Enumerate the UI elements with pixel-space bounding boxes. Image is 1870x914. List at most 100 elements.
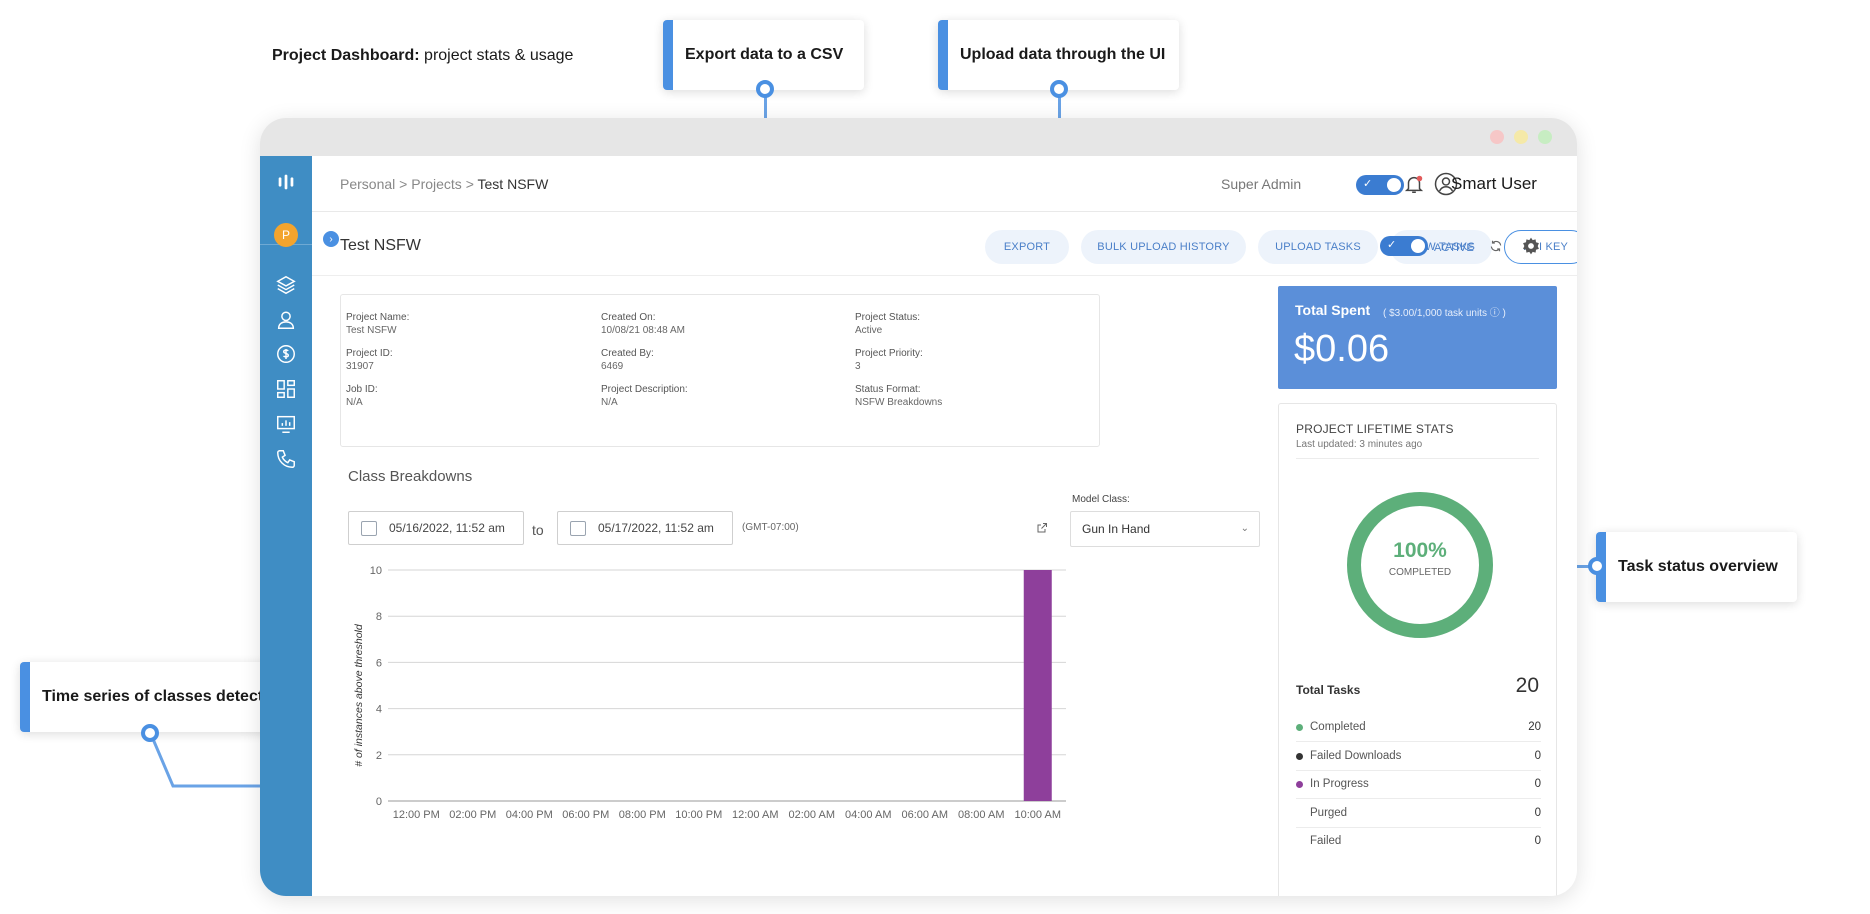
window-maximize-dot[interactable]	[1538, 130, 1552, 144]
super-admin-label: Super Admin	[1221, 176, 1302, 192]
refresh-icon[interactable]	[1489, 239, 1503, 253]
open-external-icon[interactable]	[1036, 522, 1048, 534]
chevron-down-icon: ⌄	[1240, 523, 1249, 534]
user-icon[interactable]	[274, 308, 298, 332]
layers-icon[interactable]	[274, 273, 298, 297]
user-avatar-icon[interactable]	[1434, 172, 1458, 196]
project-info-panel: Project Name: Test NSFW Created On: 10/0…	[340, 294, 1100, 447]
class-breakdown-chart: 0 2 4 6 8 10 12:00 PM 02:00 PM 04:00 PM 06:00 PM 0…	[353, 565, 1066, 821]
breadcrumb-separator: >	[461, 176, 478, 192]
job-id-label: Job ID:	[346, 384, 378, 395]
y-tick-label: 0	[376, 796, 382, 808]
lifetime-stats-panel: PROJECT LIFETIME STATS Last updated: 3 m…	[1278, 403, 1557, 896]
x-tick-label: 10:00 PM	[675, 809, 722, 821]
created-by-label: Created By:	[601, 348, 654, 359]
stat-label: Failed Downloads	[1310, 749, 1402, 762]
created-on-value: 10/08/21 08:48 AM	[601, 325, 685, 336]
settings-gear-icon[interactable]	[1521, 236, 1541, 256]
monitor-chart-icon[interactable]	[274, 412, 298, 436]
completion-ring	[1347, 492, 1493, 638]
user-name[interactable]: Smart User	[1451, 174, 1537, 193]
x-tick-label: 06:00 PM	[562, 809, 609, 821]
callout-upload-pin	[1050, 80, 1068, 98]
x-tick-label: 04:00 PM	[506, 809, 553, 821]
callout-export: Export data to a CSV	[663, 20, 864, 90]
status-format-value: NSFW Breakdowns	[855, 397, 943, 408]
breadcrumb-personal[interactable]: Personal	[340, 176, 396, 192]
chart-bar	[1023, 570, 1052, 801]
start-date-picker[interactable]: 05/16/2022, 11:52 am	[348, 511, 524, 545]
bulk-upload-history-button[interactable]: BULK UPLOAD HISTORY	[1081, 230, 1246, 264]
super-admin-toggle[interactable]: ✓	[1356, 175, 1404, 195]
active-label: ACTIVE	[1434, 242, 1474, 254]
completion-label: COMPLETED	[1388, 567, 1452, 578]
logo-icon[interactable]	[274, 170, 298, 194]
billing-icon[interactable]	[274, 342, 298, 366]
x-tick-label: 10:00 AM	[1015, 809, 1061, 821]
class-breakdowns-title: Class Breakdowns	[348, 468, 473, 485]
sidebar: P	[260, 156, 312, 896]
callout-time-series-pin	[141, 724, 159, 742]
project-status-value: Active	[855, 325, 883, 336]
project-avatar[interactable]: P	[274, 223, 298, 247]
total-spent-unit: ( $3.00/1,000 task units ⓘ )	[1383, 308, 1506, 319]
dashboard-icon[interactable]	[274, 377, 298, 401]
completion-percent: 100%	[1393, 539, 1447, 562]
notification-bell-icon[interactable]	[1403, 173, 1425, 195]
model-class-label: Model Class:	[1072, 494, 1130, 505]
y-tick-label: 6	[376, 657, 382, 669]
model-class-select[interactable]: Gun In Hand ⌄	[1070, 511, 1260, 547]
calendar-icon	[361, 521, 377, 536]
phone-icon[interactable]	[274, 447, 298, 471]
callout-task-status-pin	[1588, 557, 1606, 575]
divider	[1296, 458, 1539, 459]
check-icon: ✓	[1387, 239, 1397, 251]
total-spent-title: Total Spent	[1295, 302, 1371, 318]
x-tick-label: 06:00 AM	[902, 809, 948, 821]
stat-row: Failed 0	[1296, 828, 1541, 856]
project-status-label: Project Status:	[855, 312, 921, 323]
export-button[interactable]: EXPORT	[985, 230, 1069, 264]
stat-label: Failed	[1310, 835, 1342, 847]
stat-label: In Progress	[1310, 778, 1369, 790]
x-tick-label: 08:00 PM	[619, 809, 666, 821]
x-tick-label: 04:00 AM	[845, 809, 891, 821]
callout-time-series: Time series of classes detected	[20, 662, 285, 732]
lifetime-stats-title: PROJECT LIFETIME STATS	[1296, 422, 1454, 436]
window-close-dot[interactable]	[1490, 130, 1504, 144]
callout-upload: Upload data through the UI	[938, 20, 1179, 90]
timezone-label: (GMT-07:00)	[742, 522, 799, 533]
page-title: Project Dashboard: project stats & usage	[272, 47, 574, 64]
project-bar: › Test NSFW EXPORT BULK UPLOAD HISTORY U…	[312, 212, 1577, 276]
project-description-label: Project Description:	[601, 384, 688, 395]
calendar-icon	[570, 521, 586, 536]
x-tick-label: 08:00 AM	[958, 809, 1004, 821]
top-bar: Personal > Projects > Test NSFW Super Ad…	[312, 156, 1577, 212]
expand-sidebar-icon[interactable]: ›	[323, 231, 339, 247]
callout-task-status: Task status overview	[1596, 532, 1797, 602]
stat-label: Completed	[1310, 721, 1366, 733]
status-format-label: Status Format:	[855, 384, 921, 395]
y-tick-label: 10	[370, 565, 382, 577]
window-minimize-dot[interactable]	[1514, 130, 1528, 144]
stat-value: 20	[1528, 721, 1541, 733]
start-date-value: 05/16/2022, 11:52 am	[389, 521, 505, 535]
breadcrumb-projects[interactable]: Projects	[411, 176, 462, 192]
upload-tasks-button[interactable]: UPLOAD TASKS	[1258, 230, 1378, 264]
end-date-picker[interactable]: 05/17/2022, 11:52 am	[557, 511, 733, 545]
active-toggle[interactable]: ✓	[1380, 236, 1428, 256]
project-name-label: Project Name:	[346, 312, 410, 323]
breadcrumb: Personal > Projects > Test NSFW	[340, 176, 548, 192]
stat-value: 0	[1534, 778, 1541, 790]
stat-row: Completed 20	[1296, 714, 1541, 742]
project-id-label: Project ID:	[346, 348, 393, 359]
y-tick-label: 8	[376, 611, 382, 623]
stat-value: 0	[1534, 806, 1541, 819]
x-tick-label: 12:00 PM	[393, 809, 440, 821]
created-by-value: 6469	[601, 361, 624, 372]
project-priority-value: 3	[855, 361, 861, 372]
status-dot-icon	[1296, 752, 1303, 760]
end-date-value: 05/17/2022, 11:52 am	[598, 521, 714, 535]
y-axis-label: # of instances above threshold	[353, 623, 365, 767]
total-spent-card: Total Spent ( $3.00/1,000 task units ⓘ )…	[1278, 286, 1557, 389]
